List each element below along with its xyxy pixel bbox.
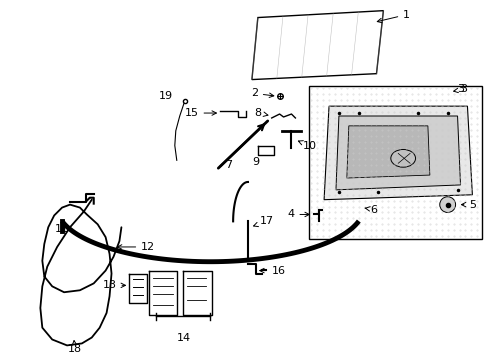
Text: 3: 3 [453,84,467,94]
Text: 13: 13 [102,280,125,291]
Text: 7: 7 [224,160,231,170]
Text: 18: 18 [68,341,81,354]
Text: 17: 17 [253,216,273,227]
Text: 1: 1 [377,10,409,23]
Text: 6: 6 [364,204,377,215]
Text: 19: 19 [159,91,173,101]
Text: 4: 4 [287,210,309,220]
Text: 9: 9 [252,157,259,167]
Text: 5: 5 [461,199,475,210]
Polygon shape [324,106,471,200]
Text: 12: 12 [117,242,155,252]
Text: 15: 15 [184,108,216,118]
Text: 11: 11 [55,224,69,234]
Polygon shape [346,126,429,178]
Text: 10: 10 [298,140,316,150]
Text: 8: 8 [254,108,267,118]
Text: 3: 3 [456,84,463,94]
Text: 16: 16 [259,266,285,276]
Ellipse shape [390,149,415,167]
Text: 14: 14 [176,333,190,342]
Polygon shape [335,116,460,190]
Circle shape [439,197,455,212]
Text: 2: 2 [250,88,273,98]
